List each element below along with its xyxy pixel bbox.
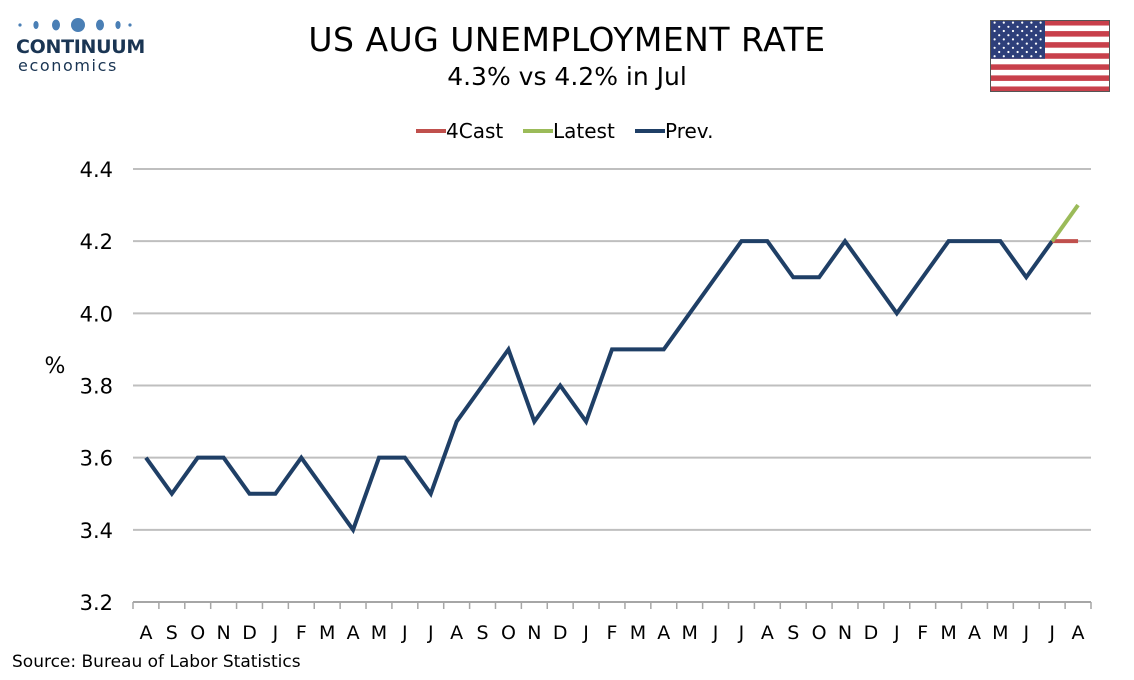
y-tick-label: 3.4 xyxy=(80,519,113,543)
x-tick-label: J xyxy=(1048,622,1055,644)
x-tick-label: A xyxy=(139,622,152,644)
x-tick-label: J xyxy=(427,622,434,644)
axes xyxy=(132,601,1092,609)
y-tick-label: 4.2 xyxy=(80,230,113,254)
x-tick-label: M xyxy=(992,622,1008,644)
legend-label: Prev. xyxy=(665,119,713,143)
x-tick-label: A xyxy=(968,622,981,644)
legend-label: Latest xyxy=(553,119,615,143)
x-tick-label: M xyxy=(940,622,956,644)
x-tick-label: J xyxy=(738,622,745,644)
x-tick-label: A xyxy=(1072,622,1085,644)
chart-subtitle: 4.3% vs 4.2% in Jul xyxy=(447,62,687,91)
brand-sub: economics xyxy=(18,56,118,75)
x-tick-label: N xyxy=(838,622,852,644)
x-tick-label: N xyxy=(217,622,231,644)
x-tick-label: O xyxy=(190,622,205,644)
x-tick-label: J xyxy=(893,622,900,644)
logo-dots-icon xyxy=(18,18,132,32)
x-tick-label: S xyxy=(166,622,178,644)
series-lines xyxy=(144,203,1080,535)
legend-label: 4Cast xyxy=(446,119,503,143)
x-tick-label: J xyxy=(712,622,719,644)
x-tick-label: N xyxy=(527,622,541,644)
axis-labels: 3.23.43.63.84.04.24.4A S O N D J F M A M J J A S O N D J F… xyxy=(45,158,1085,644)
x-tick-label: A xyxy=(347,622,360,644)
series-line-latest xyxy=(1050,203,1080,243)
x-tick-label: A xyxy=(657,622,670,644)
y-tick-label: 3.6 xyxy=(80,447,113,471)
x-tick-label: F xyxy=(607,622,618,644)
chart-title: US AUG UNEMPLOYMENT RATE xyxy=(308,20,826,59)
x-tick-label: O xyxy=(501,622,516,644)
x-tick-label: A xyxy=(761,622,774,644)
brand-logo: CONTINUUM economics xyxy=(12,14,145,76)
gridlines xyxy=(133,168,1091,531)
series-line-prev xyxy=(144,237,1054,535)
us-flag-icon xyxy=(990,20,1110,92)
x-tick-label: J xyxy=(582,622,589,644)
brand-name: CONTINUUM xyxy=(16,36,145,58)
y-tick-label: 3.8 xyxy=(80,375,113,399)
x-tick-label: D xyxy=(553,622,568,644)
x-tick-label: F xyxy=(917,622,928,644)
x-tick-label: M xyxy=(681,622,697,644)
y-tick-label: 4.0 xyxy=(80,302,113,326)
x-tick-label: J xyxy=(272,622,279,644)
x-tick-label: M xyxy=(371,622,387,644)
y-tick-label: 3.2 xyxy=(80,591,113,615)
y-tick-label: 4.4 xyxy=(80,158,113,182)
x-tick-label: M xyxy=(319,622,335,644)
source-note: Source: Bureau of Labor Statistics xyxy=(12,652,301,672)
x-tick-label: A xyxy=(450,622,463,644)
x-tick-label: F xyxy=(296,622,307,644)
x-tick-label: J xyxy=(401,622,408,644)
x-tick-label: S xyxy=(787,622,799,644)
x-tick-label: O xyxy=(812,622,827,644)
x-tick-label: D xyxy=(864,622,879,644)
x-tick-label: J xyxy=(1022,622,1029,644)
x-tick-label: D xyxy=(242,622,257,644)
x-tick-label: S xyxy=(477,622,489,644)
legend: 4Cast Latest Prev. xyxy=(416,119,713,143)
x-tick-label: M xyxy=(630,622,646,644)
y-axis-label: % xyxy=(45,354,66,379)
